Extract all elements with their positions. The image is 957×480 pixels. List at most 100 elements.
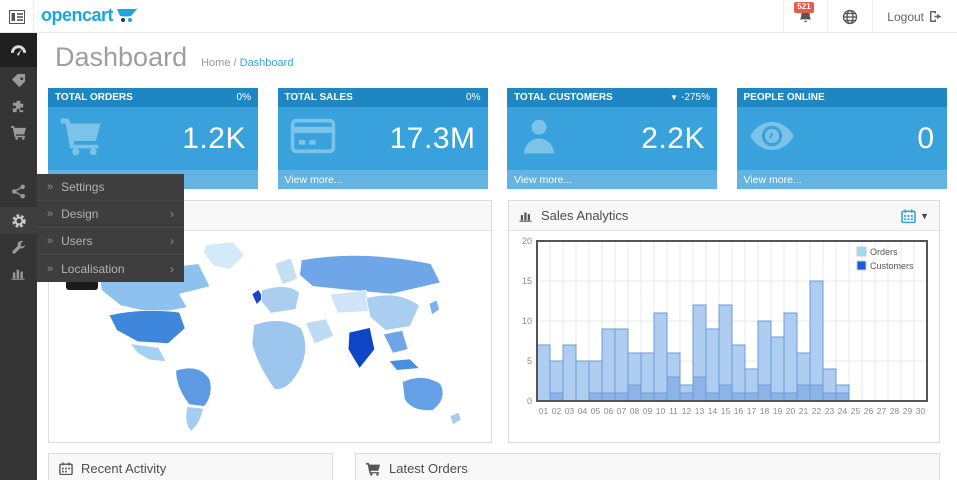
svg-text:08: 08 bbox=[630, 406, 640, 416]
svg-text:23: 23 bbox=[825, 406, 835, 416]
svg-text:24: 24 bbox=[838, 406, 848, 416]
svg-text:26: 26 bbox=[864, 406, 874, 416]
globe-icon bbox=[842, 9, 858, 25]
tile-title: TOTAL SALES bbox=[284, 92, 353, 103]
svg-text:21: 21 bbox=[799, 406, 809, 416]
svg-text:20: 20 bbox=[786, 406, 796, 416]
credit-card-icon bbox=[290, 118, 336, 159]
view-more-link[interactable]: View more... bbox=[736, 170, 947, 189]
svg-text:12: 12 bbox=[682, 406, 692, 416]
cart-icon bbox=[60, 116, 104, 161]
menu-toggle-button[interactable] bbox=[0, 0, 34, 33]
sidebar-item-dashboard[interactable] bbox=[0, 33, 37, 67]
person-icon bbox=[519, 116, 559, 161]
svg-text:10: 10 bbox=[656, 406, 666, 416]
svg-text:30: 30 bbox=[916, 406, 926, 416]
eye-icon bbox=[749, 119, 795, 158]
sales-analytics-header: Sales Analytics ▼ bbox=[509, 201, 939, 231]
header-actions: 521 Logout bbox=[783, 0, 957, 33]
flyout-notch bbox=[66, 282, 98, 290]
svg-text:05: 05 bbox=[591, 406, 601, 416]
flyout-item-users[interactable]: » Users › bbox=[37, 228, 184, 255]
svg-text:16: 16 bbox=[734, 406, 744, 416]
breadcrumb-home-link[interactable]: Home bbox=[201, 57, 231, 69]
tile-value: 2.2K bbox=[641, 121, 705, 155]
breadcrumb-separator: / bbox=[233, 57, 237, 69]
tile-title: PEOPLE ONLINE bbox=[743, 92, 825, 103]
svg-text:11: 11 bbox=[669, 406, 678, 416]
sidebar-item-sales[interactable] bbox=[0, 119, 37, 145]
double-angle-right-icon: » bbox=[47, 262, 54, 275]
sidebar-item-marketing[interactable] bbox=[0, 178, 37, 204]
stores-button[interactable] bbox=[827, 0, 872, 33]
chevron-right-icon: › bbox=[170, 261, 174, 276]
tile-percent: 0% bbox=[236, 92, 251, 103]
svg-text:06: 06 bbox=[604, 406, 614, 416]
logout-label: Logout bbox=[887, 9, 924, 24]
opencart-logo[interactable]: opencart bbox=[41, 5, 139, 26]
svg-text:15: 15 bbox=[522, 276, 532, 286]
svg-text:09: 09 bbox=[643, 406, 653, 416]
sales-analytics-chart: 0 5 10 15 20 01 02 03 04 05 06 07 08 09 10 11 12 13 14 15 16… bbox=[509, 231, 939, 442]
flyout-item-design[interactable]: » Design › bbox=[37, 201, 184, 228]
svg-text:28: 28 bbox=[890, 406, 900, 416]
flyout-item-label: Settings bbox=[61, 180, 105, 194]
svg-text:Orders: Orders bbox=[870, 247, 898, 257]
view-more-link[interactable]: View more... bbox=[277, 170, 488, 189]
tile-value: 0 bbox=[917, 121, 935, 155]
panel-title: Sales Analytics bbox=[541, 208, 629, 223]
tag-icon bbox=[11, 73, 26, 88]
breadcrumb-current-link[interactable]: Dashboard bbox=[239, 57, 294, 69]
svg-text:17: 17 bbox=[747, 406, 757, 416]
shopping-cart-icon bbox=[10, 125, 27, 140]
page-header: Dashboard Home / Dashboard bbox=[55, 42, 293, 73]
svg-text:14: 14 bbox=[708, 406, 718, 416]
chevron-right-icon: › bbox=[170, 234, 174, 248]
flyout-item-settings[interactable]: » Settings bbox=[37, 174, 184, 201]
world-map bbox=[49, 231, 491, 442]
stat-tiles-row: TOTAL ORDERS 0% 1.2K View more... TOTAL … bbox=[48, 88, 947, 189]
svg-text:07: 07 bbox=[617, 406, 627, 416]
sidebar-item-reports[interactable] bbox=[0, 260, 37, 286]
shopping-cart-icon bbox=[366, 462, 381, 476]
sidebar-item-tools[interactable] bbox=[0, 234, 37, 260]
svg-text:04: 04 bbox=[578, 406, 588, 416]
svg-text:13: 13 bbox=[695, 406, 705, 416]
svg-text:20: 20 bbox=[522, 236, 532, 246]
svg-text:22: 22 bbox=[812, 406, 822, 416]
logout-button[interactable]: Logout bbox=[872, 0, 957, 33]
calendar-icon bbox=[901, 208, 916, 223]
recent-activity-panel: Recent Activity bbox=[48, 453, 333, 480]
flyout-item-localisation[interactable]: » Localisation › bbox=[37, 255, 184, 282]
system-flyout: » Settings » Design › » Users › » Localisation › bbox=[37, 174, 184, 282]
dashboard-gauge-icon bbox=[10, 43, 27, 57]
svg-text:01: 01 bbox=[539, 406, 549, 416]
svg-text:25: 25 bbox=[851, 406, 861, 416]
date-range-dropdown-button[interactable]: ▼ bbox=[901, 208, 929, 223]
chevron-down-icon: ▼ bbox=[920, 210, 929, 221]
double-angle-right-icon: » bbox=[47, 235, 54, 247]
svg-text:Customers: Customers bbox=[870, 261, 914, 271]
sidebar-item-catalog[interactable] bbox=[0, 67, 37, 93]
panel-title: Recent Activity bbox=[81, 461, 167, 476]
gear-icon bbox=[11, 213, 27, 229]
svg-text:02: 02 bbox=[552, 406, 562, 416]
notifications-button[interactable]: 521 bbox=[783, 0, 827, 33]
list-menu-icon bbox=[8, 9, 25, 24]
sidebar-item-extensions[interactable] bbox=[0, 93, 37, 119]
double-angle-right-icon: » bbox=[47, 208, 54, 220]
bar-chart-icon bbox=[11, 266, 26, 280]
view-more-link[interactable]: View more... bbox=[507, 170, 717, 189]
svg-text:19: 19 bbox=[773, 406, 783, 416]
caret-down-icon: ▼ bbox=[670, 93, 679, 102]
top-header: opencart 521 Logout bbox=[0, 0, 957, 33]
svg-text:5: 5 bbox=[527, 356, 532, 366]
sidebar-item-system[interactable] bbox=[0, 207, 37, 234]
tile-total-customers: TOTAL CUSTOMERS ▼ -275% 2.2K View more..… bbox=[507, 88, 717, 189]
breadcrumb: Home / Dashboard bbox=[201, 57, 293, 69]
chevron-right-icon: › bbox=[170, 207, 174, 221]
svg-text:18: 18 bbox=[760, 406, 770, 416]
tile-value: 17.3M bbox=[389, 121, 476, 155]
tile-total-sales: TOTAL SALES 0% 17.3M View more... bbox=[277, 88, 488, 189]
